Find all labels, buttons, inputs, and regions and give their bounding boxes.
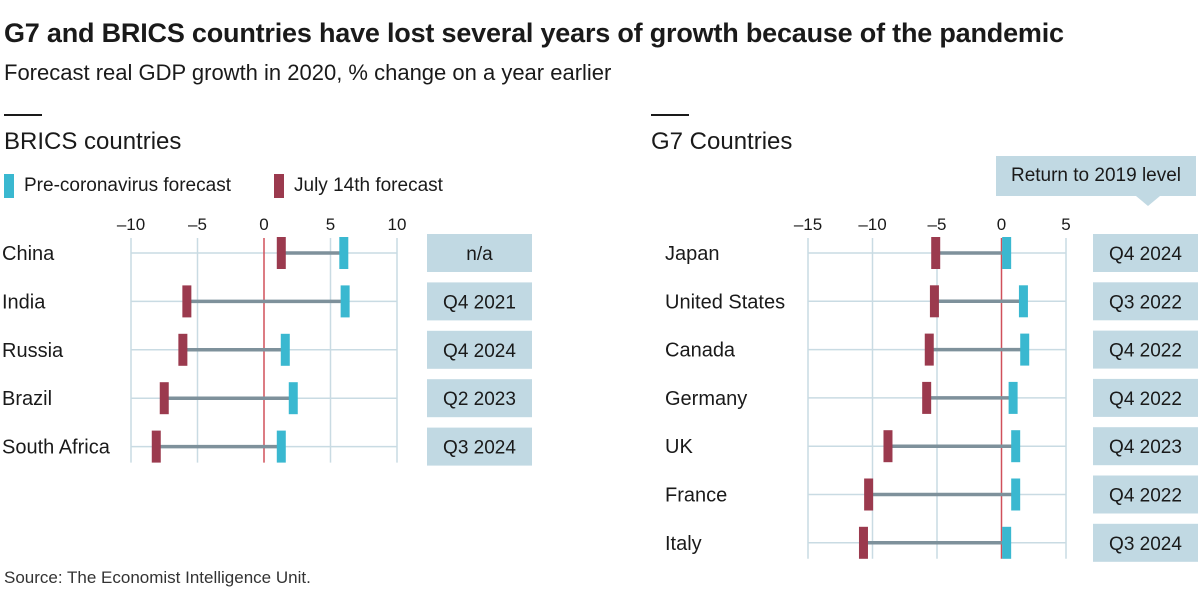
g7-july-forecast-mark-united-states — [929, 285, 939, 318]
brics-tick-label: 10 — [388, 215, 407, 234]
g7-tick-label: –10 — [858, 215, 886, 234]
g7-return-box-uk — [1093, 427, 1198, 466]
g7-pre-forecast-mark-uk — [1011, 430, 1021, 463]
chart-subtitle: Forecast real GDP growth in 2020, % chan… — [4, 60, 612, 85]
brics-pre-forecast-mark-china — [339, 237, 349, 269]
brics-tick-label: –10 — [117, 215, 145, 234]
brics-pre-forecast-mark-india — [340, 285, 350, 318]
brics-return-label-south-africa: Q3 2024 — [443, 438, 516, 459]
brics-title-rule — [4, 114, 42, 116]
brics-tick-label: –5 — [188, 215, 207, 234]
g7-tick-label: –15 — [794, 215, 822, 234]
g7-return-label-uk: Q4 2023 — [1109, 437, 1182, 458]
g7-pre-forecast-mark-germany — [1008, 381, 1018, 414]
g7-country-label-france: France — [665, 485, 727, 507]
brics-pre-forecast-mark-russia — [280, 333, 290, 366]
return-to-2019-label: Return to 2019 level — [1010, 165, 1182, 186]
g7-july-forecast-mark-japan — [931, 237, 941, 269]
g7-july-forecast-mark-canada — [924, 333, 934, 366]
return-to-2019-header: Return to 2019 level — [996, 156, 1196, 206]
g7-return-box-france — [1093, 475, 1198, 514]
g7-july-forecast-mark-germany — [922, 381, 932, 414]
g7-july-forecast-mark-uk — [883, 430, 893, 463]
brics-tick-label: 0 — [259, 215, 268, 234]
g7-country-label-italy: Italy — [665, 533, 702, 555]
g7-tick-label: 5 — [1061, 215, 1070, 234]
brics-panel-title: BRICS countries — [4, 128, 182, 155]
brics-country-label-brazil: Brazil — [2, 388, 52, 410]
g7-return-box-united-states — [1093, 282, 1198, 321]
brics-july-forecast-mark-brazil — [159, 382, 169, 415]
legend-swatch-pre-coronavirus — [4, 174, 14, 198]
g7-july-forecast-mark-italy — [858, 526, 868, 559]
brics-pre-forecast-mark-brazil — [288, 382, 298, 415]
g7-return-box-japan — [1093, 234, 1198, 272]
brics-return-box-russia — [427, 330, 532, 369]
g7-panel-title: G7 Countries — [651, 128, 793, 155]
g7-country-label-japan: Japan — [665, 243, 720, 265]
g7-tick-label: 0 — [997, 215, 1006, 234]
g7-july-forecast-mark-france — [864, 478, 874, 511]
g7-title-rule — [651, 114, 689, 116]
g7-pre-forecast-mark-canada — [1020, 333, 1030, 366]
brics-july-forecast-mark-russia — [178, 333, 188, 366]
brics-country-label-south-africa: South Africa — [2, 437, 111, 459]
brics-return-box-brazil — [427, 379, 532, 418]
g7-return-label-france: Q4 2022 — [1109, 486, 1182, 507]
g7-return-label-canada: Q4 2022 — [1109, 341, 1182, 362]
brics-pre-forecast-mark-south-africa — [276, 430, 286, 463]
g7-return-box-germany — [1093, 378, 1198, 417]
brics-july-forecast-mark-south-africa — [151, 430, 161, 463]
brics-return-box-china — [427, 234, 532, 272]
brics-country-label-russia: Russia — [2, 340, 64, 362]
g7-return-label-italy: Q3 2024 — [1109, 534, 1182, 555]
brics-return-label-china: n/a — [466, 244, 493, 265]
legend-label-pre-coronavirus: Pre-coronavirus forecast — [24, 175, 231, 196]
brics-return-label-brazil: Q2 2023 — [443, 389, 516, 410]
g7-return-label-japan: Q4 2024 — [1109, 244, 1182, 265]
source-note: Source: The Economist Intelligence Unit. — [4, 568, 311, 587]
g7-pre-forecast-mark-italy — [1002, 526, 1012, 559]
g7-tick-label: –5 — [928, 215, 947, 234]
chart-title: G7 and BRICS countries have lost several… — [4, 18, 1064, 48]
g7-country-label-united-states: United States — [665, 291, 785, 313]
g7-pre-forecast-mark-united-states — [1018, 285, 1028, 318]
brics-july-forecast-mark-india — [182, 285, 192, 318]
brics-tick-label: 5 — [326, 215, 335, 234]
g7-pre-forecast-mark-france — [1011, 478, 1021, 511]
g7-return-label-germany: Q4 2022 — [1109, 389, 1182, 410]
legend-label-july-14th: July 14th forecast — [294, 175, 443, 196]
g7-return-box-canada — [1093, 330, 1198, 369]
g7-return-box-italy — [1093, 523, 1198, 562]
brics-july-forecast-mark-china — [276, 237, 286, 269]
brics-country-label-china: China — [2, 243, 55, 265]
g7-country-label-canada: Canada — [665, 340, 736, 362]
g7-country-label-germany: Germany — [665, 388, 747, 410]
legend-swatch-july-14th — [274, 174, 284, 198]
g7-country-label-uk: UK — [665, 436, 693, 458]
brics-country-label-india: India — [2, 291, 46, 313]
brics-return-label-india: Q4 2021 — [443, 292, 516, 313]
brics-return-box-india — [427, 282, 532, 321]
g7-pre-forecast-mark-japan — [1002, 237, 1012, 269]
brics-return-box-south-africa — [427, 427, 532, 466]
brics-return-label-russia: Q4 2024 — [443, 341, 516, 362]
g7-return-label-united-states: Q3 2022 — [1109, 292, 1182, 313]
